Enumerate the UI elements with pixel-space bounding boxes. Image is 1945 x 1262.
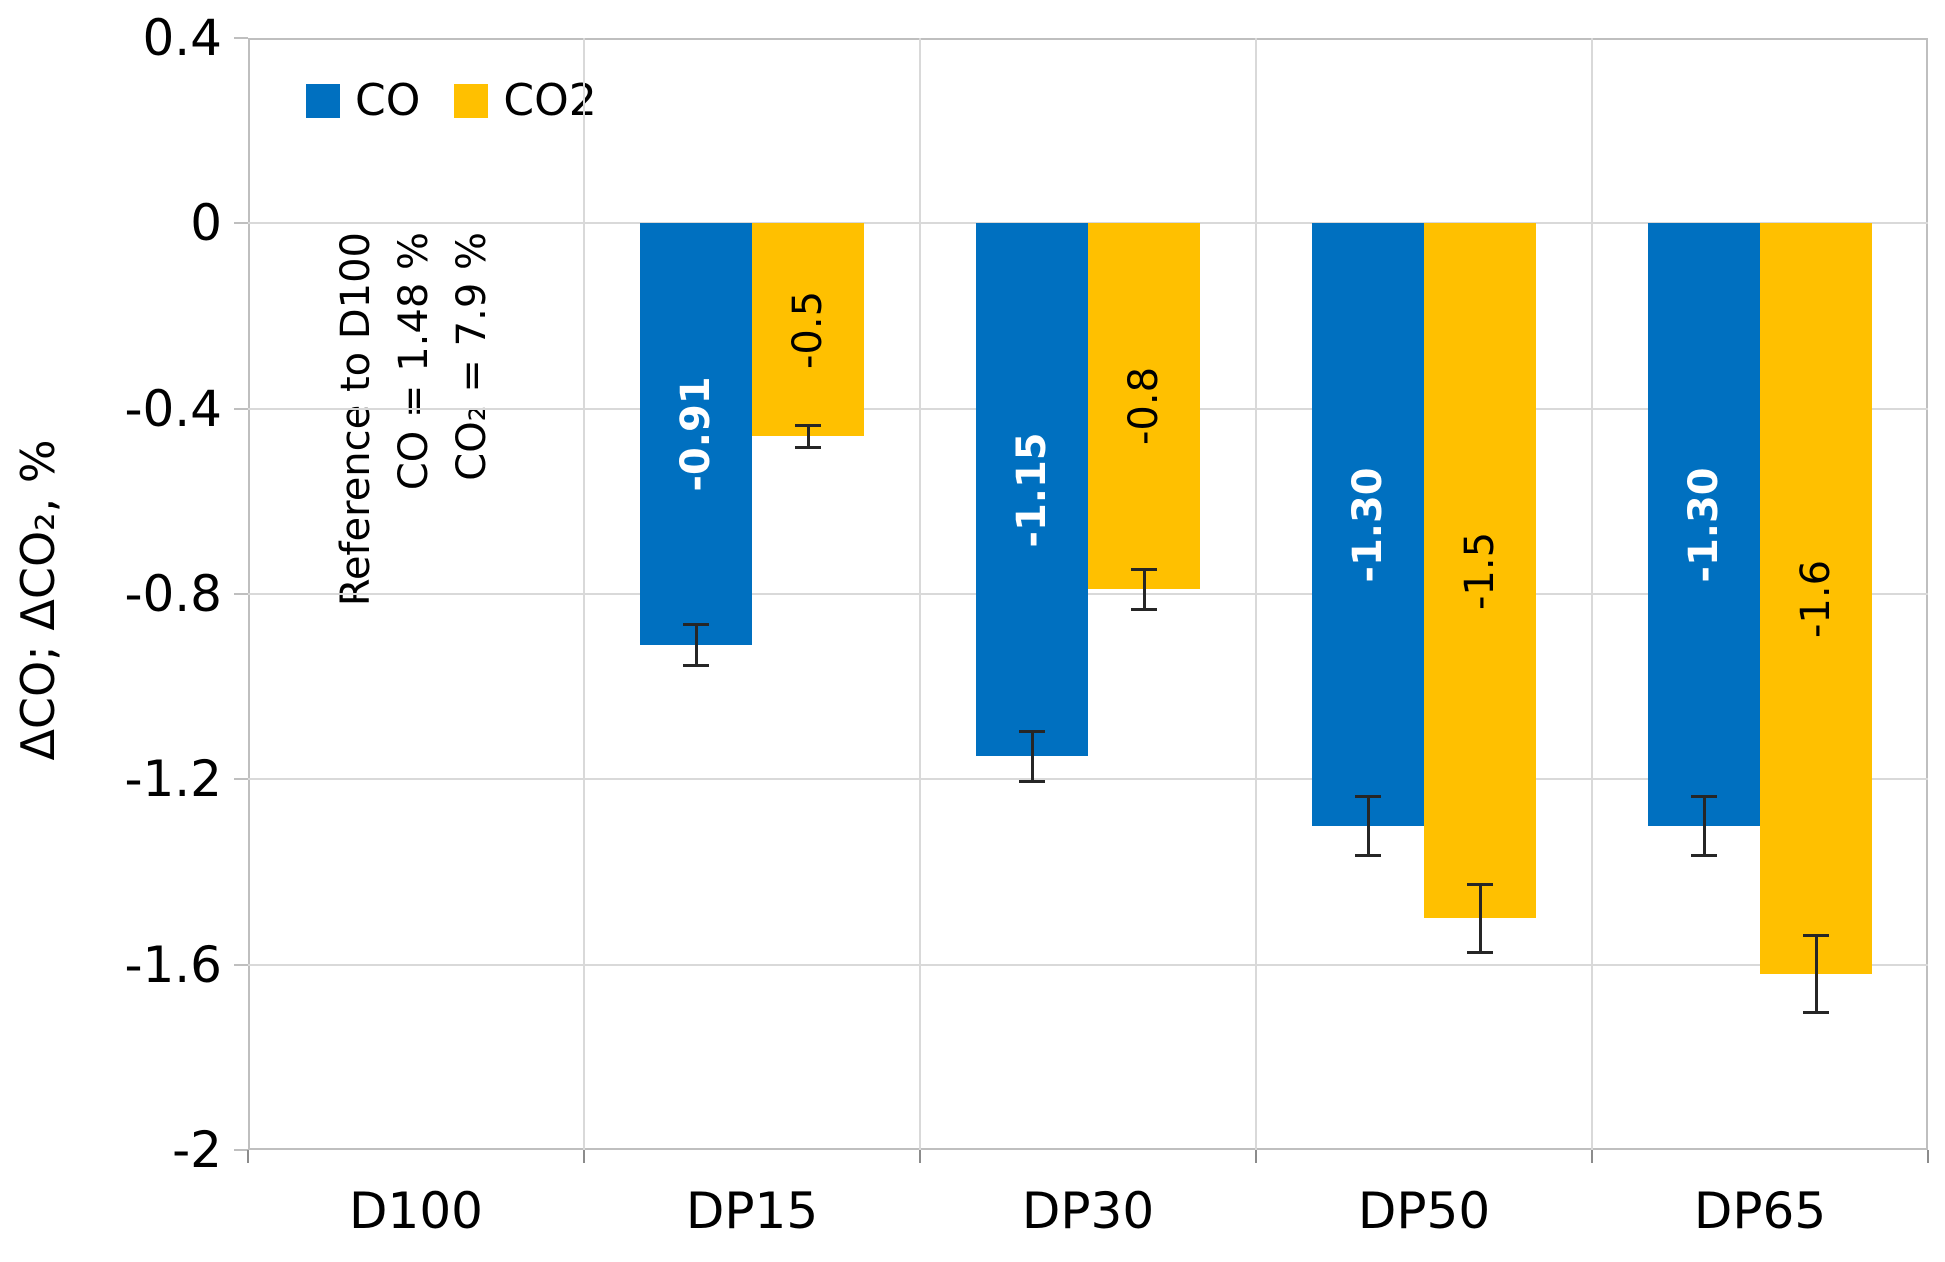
bar-co2-dp15 [752, 223, 864, 437]
bar-co-dp15 [640, 223, 752, 645]
error-bar-cap-top [683, 623, 709, 627]
y-tick-label: -0.8 [124, 565, 222, 623]
x-axis-tick [247, 1150, 249, 1163]
error-bar [1142, 568, 1146, 611]
bar-co-dp50 [1312, 223, 1424, 826]
bar-label-co-dp50: -1.30 [1345, 466, 1391, 583]
error-bar [1030, 730, 1034, 782]
y-axis-tick [234, 407, 248, 410]
bar-co2-dp30 [1088, 223, 1200, 590]
error-bar [1814, 934, 1818, 1014]
error-bar [806, 424, 810, 449]
y-tick-label: -1.2 [124, 750, 222, 809]
bar-label-co-dp15: -0.91 [673, 376, 719, 492]
y-tick-label: 0 [190, 194, 222, 253]
bar-co-dp65 [1648, 223, 1760, 826]
x-category-label: DP30 [1021, 1182, 1155, 1240]
error-bar-cap-bottom [1803, 1011, 1829, 1015]
x-category-label: D100 [349, 1182, 483, 1240]
bar-co2-dp50 [1424, 223, 1536, 919]
y-axis-tick [234, 37, 248, 39]
legend-label-co: CO [355, 75, 421, 126]
x-axis-tick [1591, 1150, 1593, 1163]
y-tick-label: 0.4 [142, 9, 222, 67]
y-axis-tick [234, 593, 248, 595]
y-axis-tick [234, 963, 248, 966]
v-gridline [583, 38, 585, 1150]
plot-area: CO CO2 Reference to D100 CO = 1.48 % CO₂… [248, 38, 1928, 1150]
bar-label-co2-dp50: -1.5 [1457, 531, 1503, 610]
error-bar-cap-bottom [795, 446, 821, 450]
bar-label-co2-dp30: -0.8 [1121, 367, 1167, 446]
x-axis-tick [1927, 1150, 1929, 1163]
y-axis-tick [234, 222, 248, 225]
v-gridline [1591, 38, 1593, 1150]
bar-label-co-dp30: -1.15 [1009, 432, 1055, 548]
error-bar-cap-top [1355, 794, 1381, 798]
h-gridline [248, 593, 1928, 595]
legend: CO CO2 [306, 79, 597, 123]
bar-label-co2-dp15: -0.5 [785, 290, 831, 369]
x-category-label: DP65 [1693, 1182, 1827, 1240]
error-bar-cap-bottom [1691, 853, 1717, 857]
error-bar-cap-top [1467, 882, 1493, 886]
error-bar-cap-top [795, 423, 821, 427]
error-bar-cap-bottom [1131, 608, 1157, 612]
error-bar [1478, 883, 1482, 954]
annotation-line-2: CO = 1.48 % [391, 232, 437, 491]
bar-co2-dp65 [1760, 223, 1872, 974]
error-bar-cap-top [1691, 794, 1717, 798]
x-axis-tick [919, 1150, 921, 1163]
h-gridline [248, 778, 1928, 781]
error-bar-cap-top [1803, 933, 1829, 937]
legend-swatch-co2 [454, 84, 489, 118]
y-axis-tick [234, 778, 248, 781]
x-category-label: DP50 [1357, 1182, 1491, 1240]
annotation-reference-note: Reference to D100 CO = 1.48 % CO₂ = 7.9 … [327, 232, 501, 662]
y-axis-tick [234, 1149, 248, 1151]
legend-swatch-co [306, 84, 340, 118]
bar-label-co-dp65: -1.30 [1681, 466, 1727, 583]
error-bar-cap-bottom [1019, 779, 1045, 783]
h-gridline [248, 963, 1928, 966]
legend-label-co2: CO2 [503, 75, 597, 126]
error-bar [1702, 795, 1706, 856]
error-bar [1366, 795, 1370, 856]
x-axis-tick [583, 1150, 585, 1163]
v-gridline [919, 38, 921, 1150]
annotation-line-1: Reference to D100 [333, 232, 379, 607]
error-bar-cap-bottom [1467, 951, 1493, 955]
error-bar-cap-top [1131, 567, 1157, 571]
x-category-label: DP15 [685, 1182, 819, 1240]
error-bar-cap-bottom [1355, 853, 1381, 857]
y-tick-label: -2 [172, 1121, 222, 1179]
x-axis-tick [1255, 1150, 1257, 1163]
annotation-line-3: CO₂ = 7.9 % [449, 232, 495, 481]
error-bar-cap-bottom [683, 663, 709, 667]
error-bar [694, 624, 698, 666]
bar-label-co2-dp65: -1.6 [1793, 559, 1839, 638]
error-bar-cap-top [1019, 729, 1045, 733]
v-gridline [1255, 38, 1257, 1150]
y-tick-label: -1.6 [124, 935, 222, 994]
y-tick-label: -0.4 [124, 379, 222, 438]
bar-co-dp30 [976, 223, 1088, 757]
plot-inner: CO CO2 Reference to D100 CO = 1.48 % CO₂… [248, 38, 1928, 1150]
